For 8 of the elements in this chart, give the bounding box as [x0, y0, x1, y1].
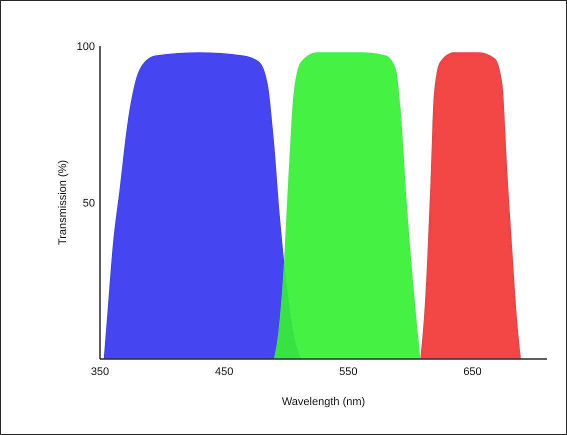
y-axis-title: Transmission (%): [57, 160, 69, 246]
x-tick-label: 550: [339, 366, 358, 378]
y-tick-label: 100: [76, 41, 95, 53]
x-tick-label: 450: [214, 366, 234, 378]
x-tick-label: 350: [90, 366, 110, 378]
x-axis-title: Wavelength (nm): [282, 396, 366, 408]
x-tick-label: 650: [463, 366, 482, 378]
y-tick-label: 50: [82, 198, 95, 210]
